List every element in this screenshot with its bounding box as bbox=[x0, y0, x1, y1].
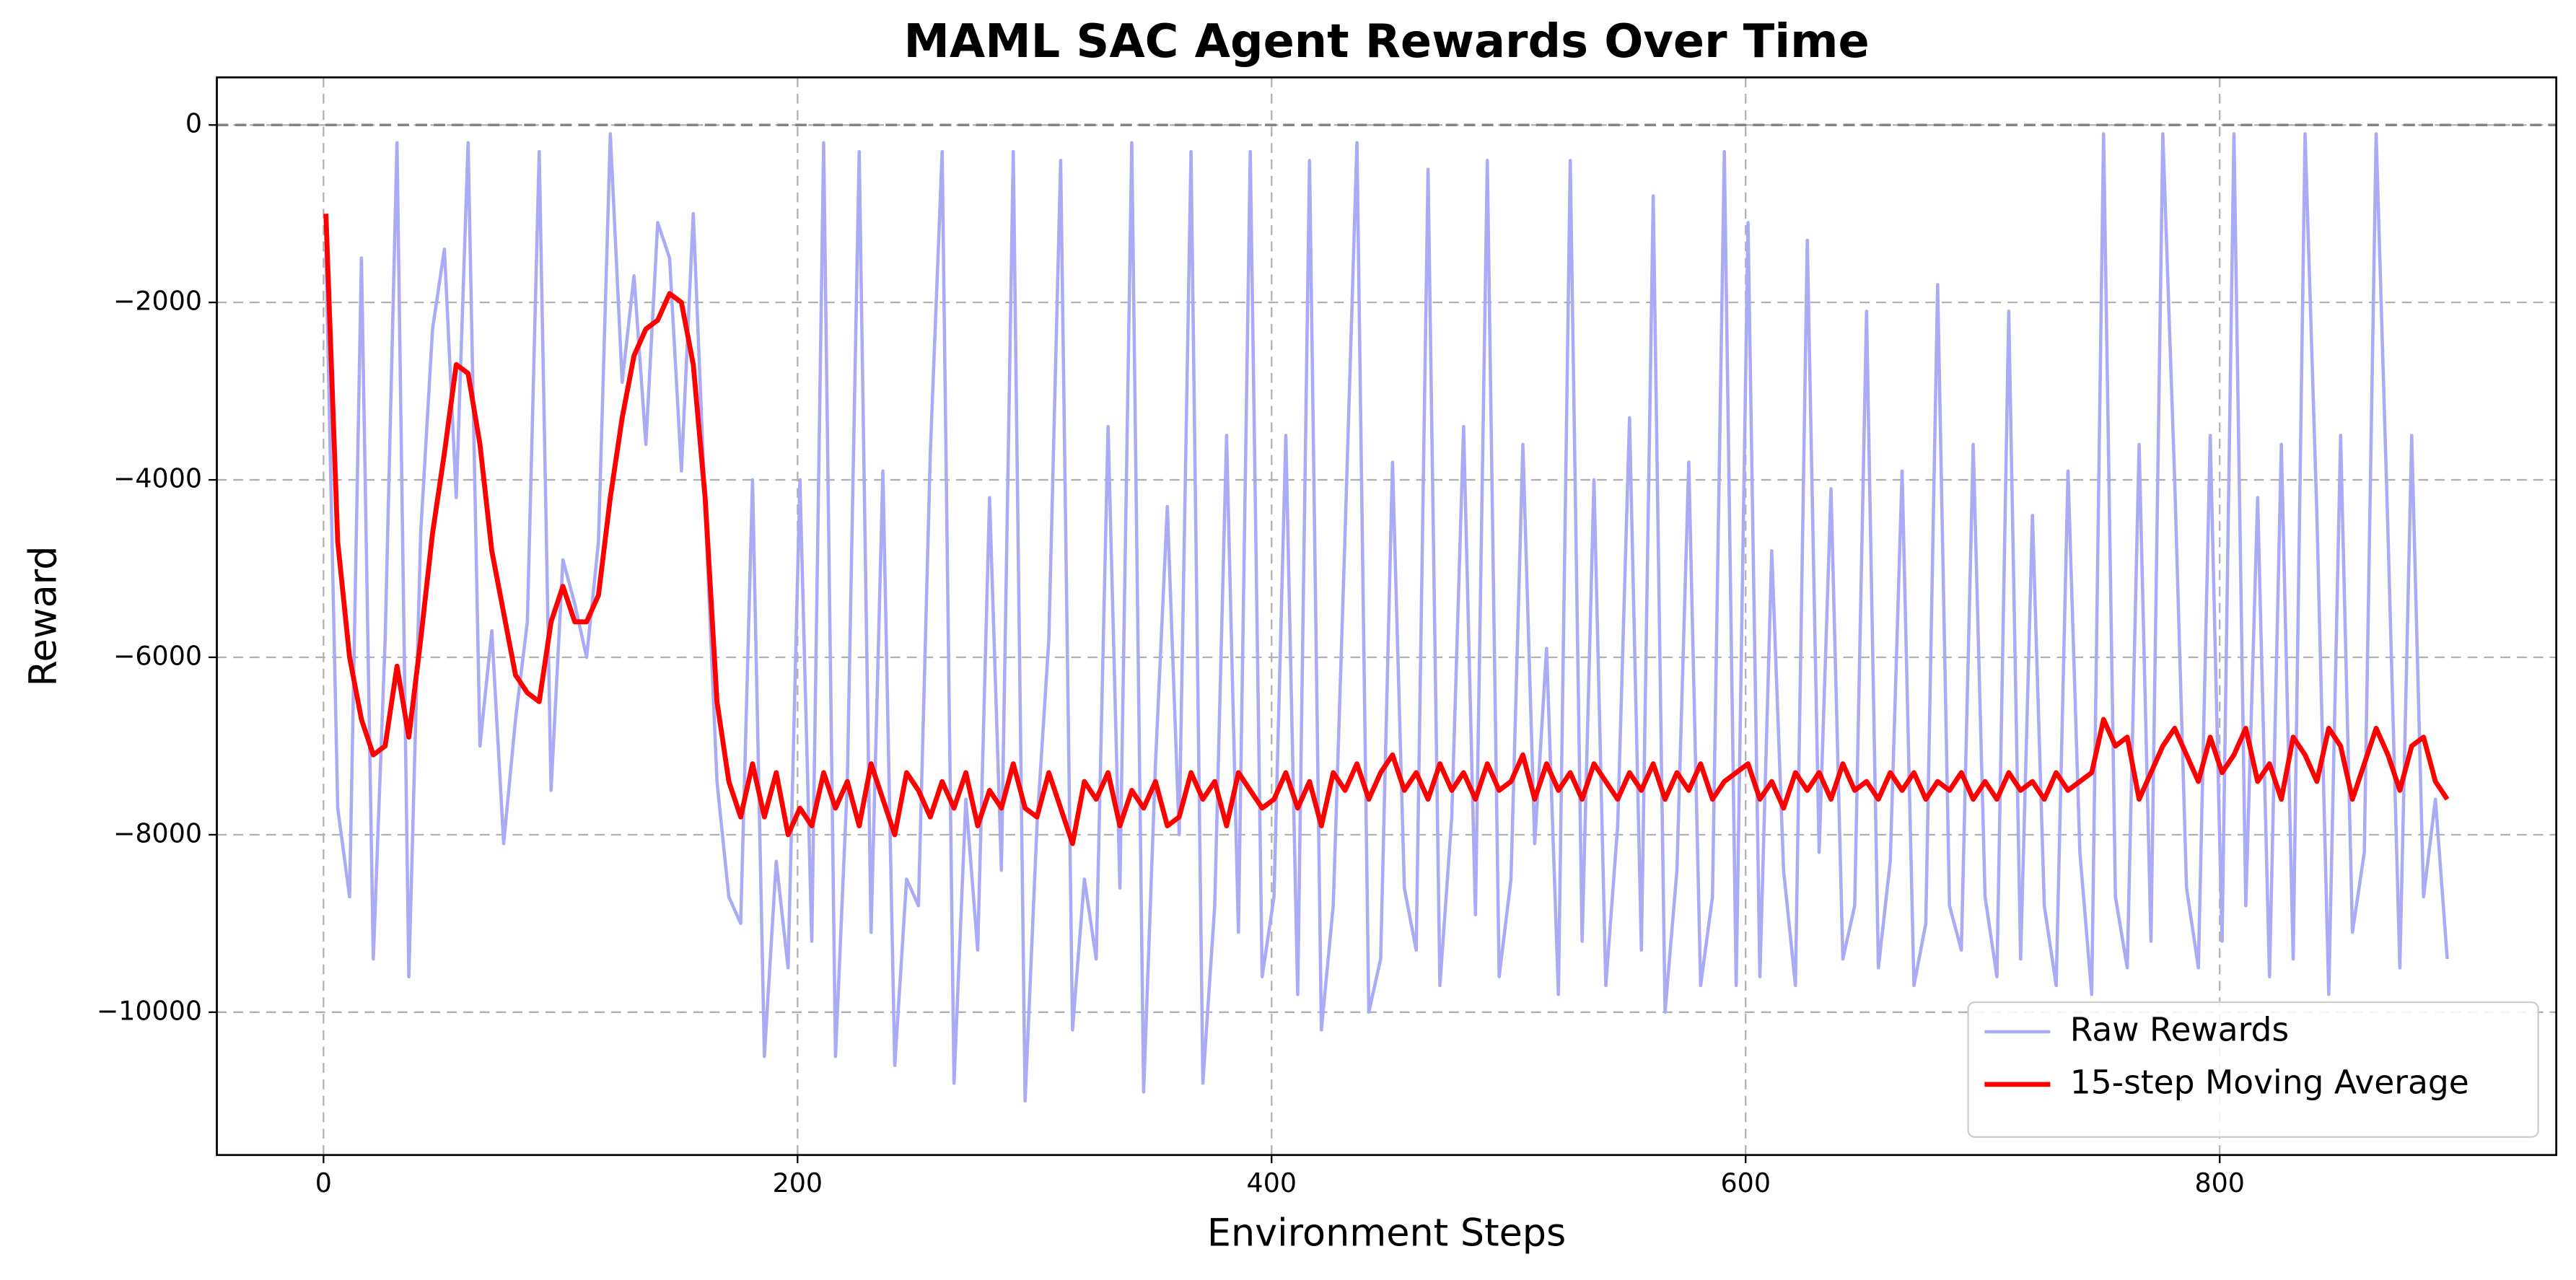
x-axis-label: Environment Steps bbox=[1207, 1211, 1566, 1255]
series-line bbox=[324, 132, 2449, 1103]
y-tick-label: 0 bbox=[185, 108, 202, 139]
legend-label: Raw Rewards bbox=[2070, 1011, 2289, 1049]
legend-box bbox=[1967, 1001, 2539, 1138]
x-tick-label: 600 bbox=[1721, 1167, 1771, 1198]
x-tick-label: 800 bbox=[2194, 1167, 2245, 1198]
x-tick-label: 200 bbox=[773, 1167, 823, 1198]
series-line bbox=[323, 214, 2450, 846]
y-tick-label: −8000 bbox=[113, 817, 202, 849]
x-tick-label: 400 bbox=[1247, 1167, 1297, 1198]
legend-label: 15-step Moving Average bbox=[2070, 1063, 2469, 1101]
chart-title: MAML SAC Agent Rewards Over Time bbox=[903, 15, 1869, 69]
y-tick-label: −4000 bbox=[113, 463, 202, 494]
legend: Raw Rewards 15-step Moving Average bbox=[1967, 1001, 2539, 1138]
x-tick-label: 0 bbox=[315, 1167, 332, 1198]
y-axis-label: Reward bbox=[22, 545, 66, 686]
y-tick-label: −6000 bbox=[113, 640, 202, 671]
y-tick-label: −2000 bbox=[113, 286, 202, 317]
y-tick-label: −10000 bbox=[97, 995, 202, 1026]
plot-frame bbox=[216, 76, 2558, 1157]
